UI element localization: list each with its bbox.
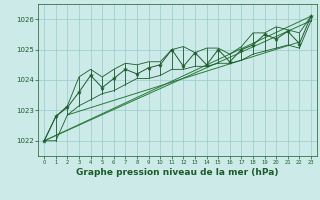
X-axis label: Graphe pression niveau de la mer (hPa): Graphe pression niveau de la mer (hPa): [76, 168, 279, 177]
